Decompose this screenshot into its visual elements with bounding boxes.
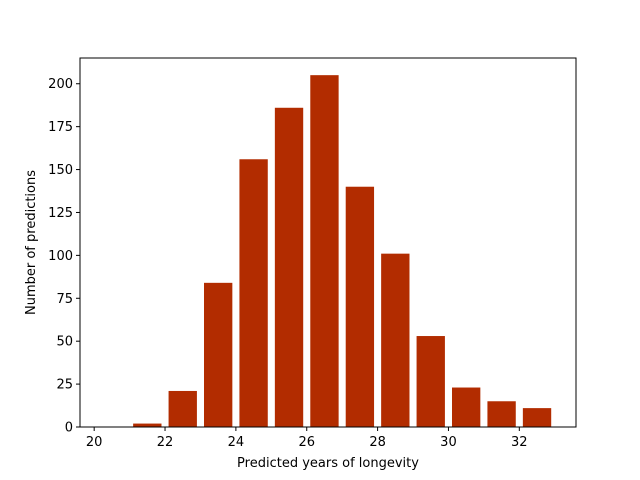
bar (239, 159, 268, 427)
x-tick-label: 30 (440, 435, 457, 450)
bar (381, 253, 410, 427)
y-tick-label: 200 (48, 77, 73, 92)
y-axis: 0 25 50 75 100 125 150 175 200 (48, 77, 80, 436)
x-tick-label: 28 (369, 435, 386, 450)
y-tick-label: 50 (56, 335, 73, 350)
y-tick-label: 75 (56, 292, 73, 307)
x-tick-label: 26 (298, 435, 315, 450)
bars-group (133, 75, 552, 428)
x-axis-label: Predicted years of longevity (237, 456, 419, 471)
x-tick-label: 32 (511, 435, 528, 450)
bar (168, 390, 197, 427)
y-axis-label: Number of predictions (24, 170, 39, 315)
bar (487, 401, 516, 427)
bar (274, 107, 304, 427)
bar (345, 186, 375, 427)
bar (133, 423, 162, 427)
bar (416, 336, 445, 427)
x-axis: 20 22 24 26 28 30 32 (86, 427, 528, 450)
y-tick-label: 100 (48, 249, 73, 264)
plot-frame (79, 57, 577, 428)
y-tick-label: 125 (48, 206, 73, 221)
y-tick-label: 150 (48, 163, 73, 178)
bar (522, 408, 552, 427)
y-tick-label: 175 (48, 120, 73, 135)
bar (310, 75, 339, 428)
y-tick-label: 0 (65, 421, 73, 436)
x-tick-label: 22 (157, 435, 174, 450)
x-tick-label: 24 (228, 435, 245, 450)
bar (452, 387, 481, 427)
bar (204, 282, 233, 427)
x-tick-label: 20 (86, 435, 103, 450)
y-tick-label: 25 (56, 378, 73, 393)
